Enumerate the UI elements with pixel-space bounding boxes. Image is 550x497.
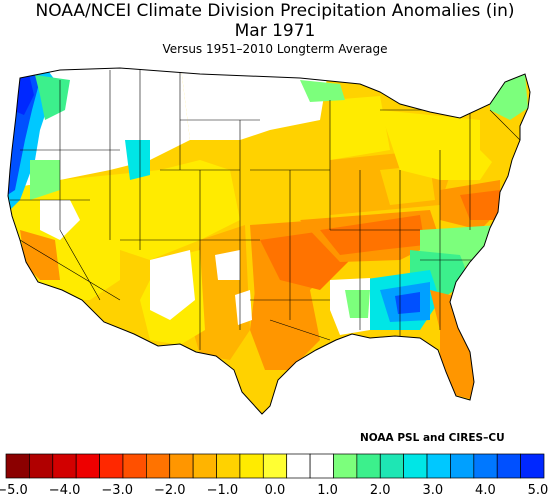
legend-tick-label: −5.0	[0, 483, 28, 497]
legend-tick-label: 0.0	[265, 483, 286, 497]
legend-swatch	[169, 453, 194, 479]
legend-tick-label: 1.0	[317, 483, 338, 497]
legend-swatch	[333, 453, 358, 479]
legend-tick-label: −2.0	[154, 483, 186, 497]
legend-tick-label: 3.0	[422, 483, 443, 497]
legend-swatch	[309, 453, 334, 479]
legend-tick-label: 2.0	[370, 483, 391, 497]
legend-swatch	[426, 453, 451, 479]
legend-swatch	[216, 453, 241, 479]
legend-tick-label: 5.0	[528, 483, 549, 497]
legend-swatch	[99, 453, 124, 479]
legend-swatch	[262, 453, 288, 479]
legend-tick-label: −3.0	[101, 483, 133, 497]
legend-swatch	[473, 453, 498, 479]
color-legend: −5.0 −4.0 −3.0 −2.0 −1.0 0.0 1.0 2.0 3.0 4.0 5.0	[0, 453, 549, 497]
legend-tick-label: −4.0	[49, 483, 81, 497]
legend-swatch	[379, 453, 405, 479]
legend-swatch	[286, 453, 311, 479]
legend-swatch	[52, 453, 77, 479]
anomaly-field	[8, 68, 530, 414]
map-date: Mar 1971	[234, 21, 316, 41]
legend-swatch	[520, 453, 545, 479]
map-subtitle: Versus 1951–2010 Longterm Average	[162, 42, 388, 56]
legend-swatch	[403, 453, 428, 479]
legend-tick-label: 4.0	[475, 483, 496, 497]
legend-swatch	[450, 453, 475, 479]
legend-swatch	[29, 453, 54, 479]
legend-swatch	[356, 453, 381, 479]
credit-label: NOAA PSL and CIRES–CU	[360, 432, 505, 444]
precipitation-anomaly-map	[7, 67, 531, 415]
legend-tick-label: −1.0	[207, 483, 239, 497]
map-title: NOAA/NCEI Climate Division Precipitation…	[35, 1, 515, 21]
us-outline	[7, 67, 531, 415]
legend-swatch	[5, 453, 30, 479]
legend-swatch	[122, 453, 147, 479]
legend-swatch	[146, 453, 171, 479]
legend-swatch	[239, 453, 264, 479]
legend-swatch	[192, 453, 217, 479]
legend-swatch	[75, 453, 100, 479]
legend-swatch	[496, 453, 521, 479]
